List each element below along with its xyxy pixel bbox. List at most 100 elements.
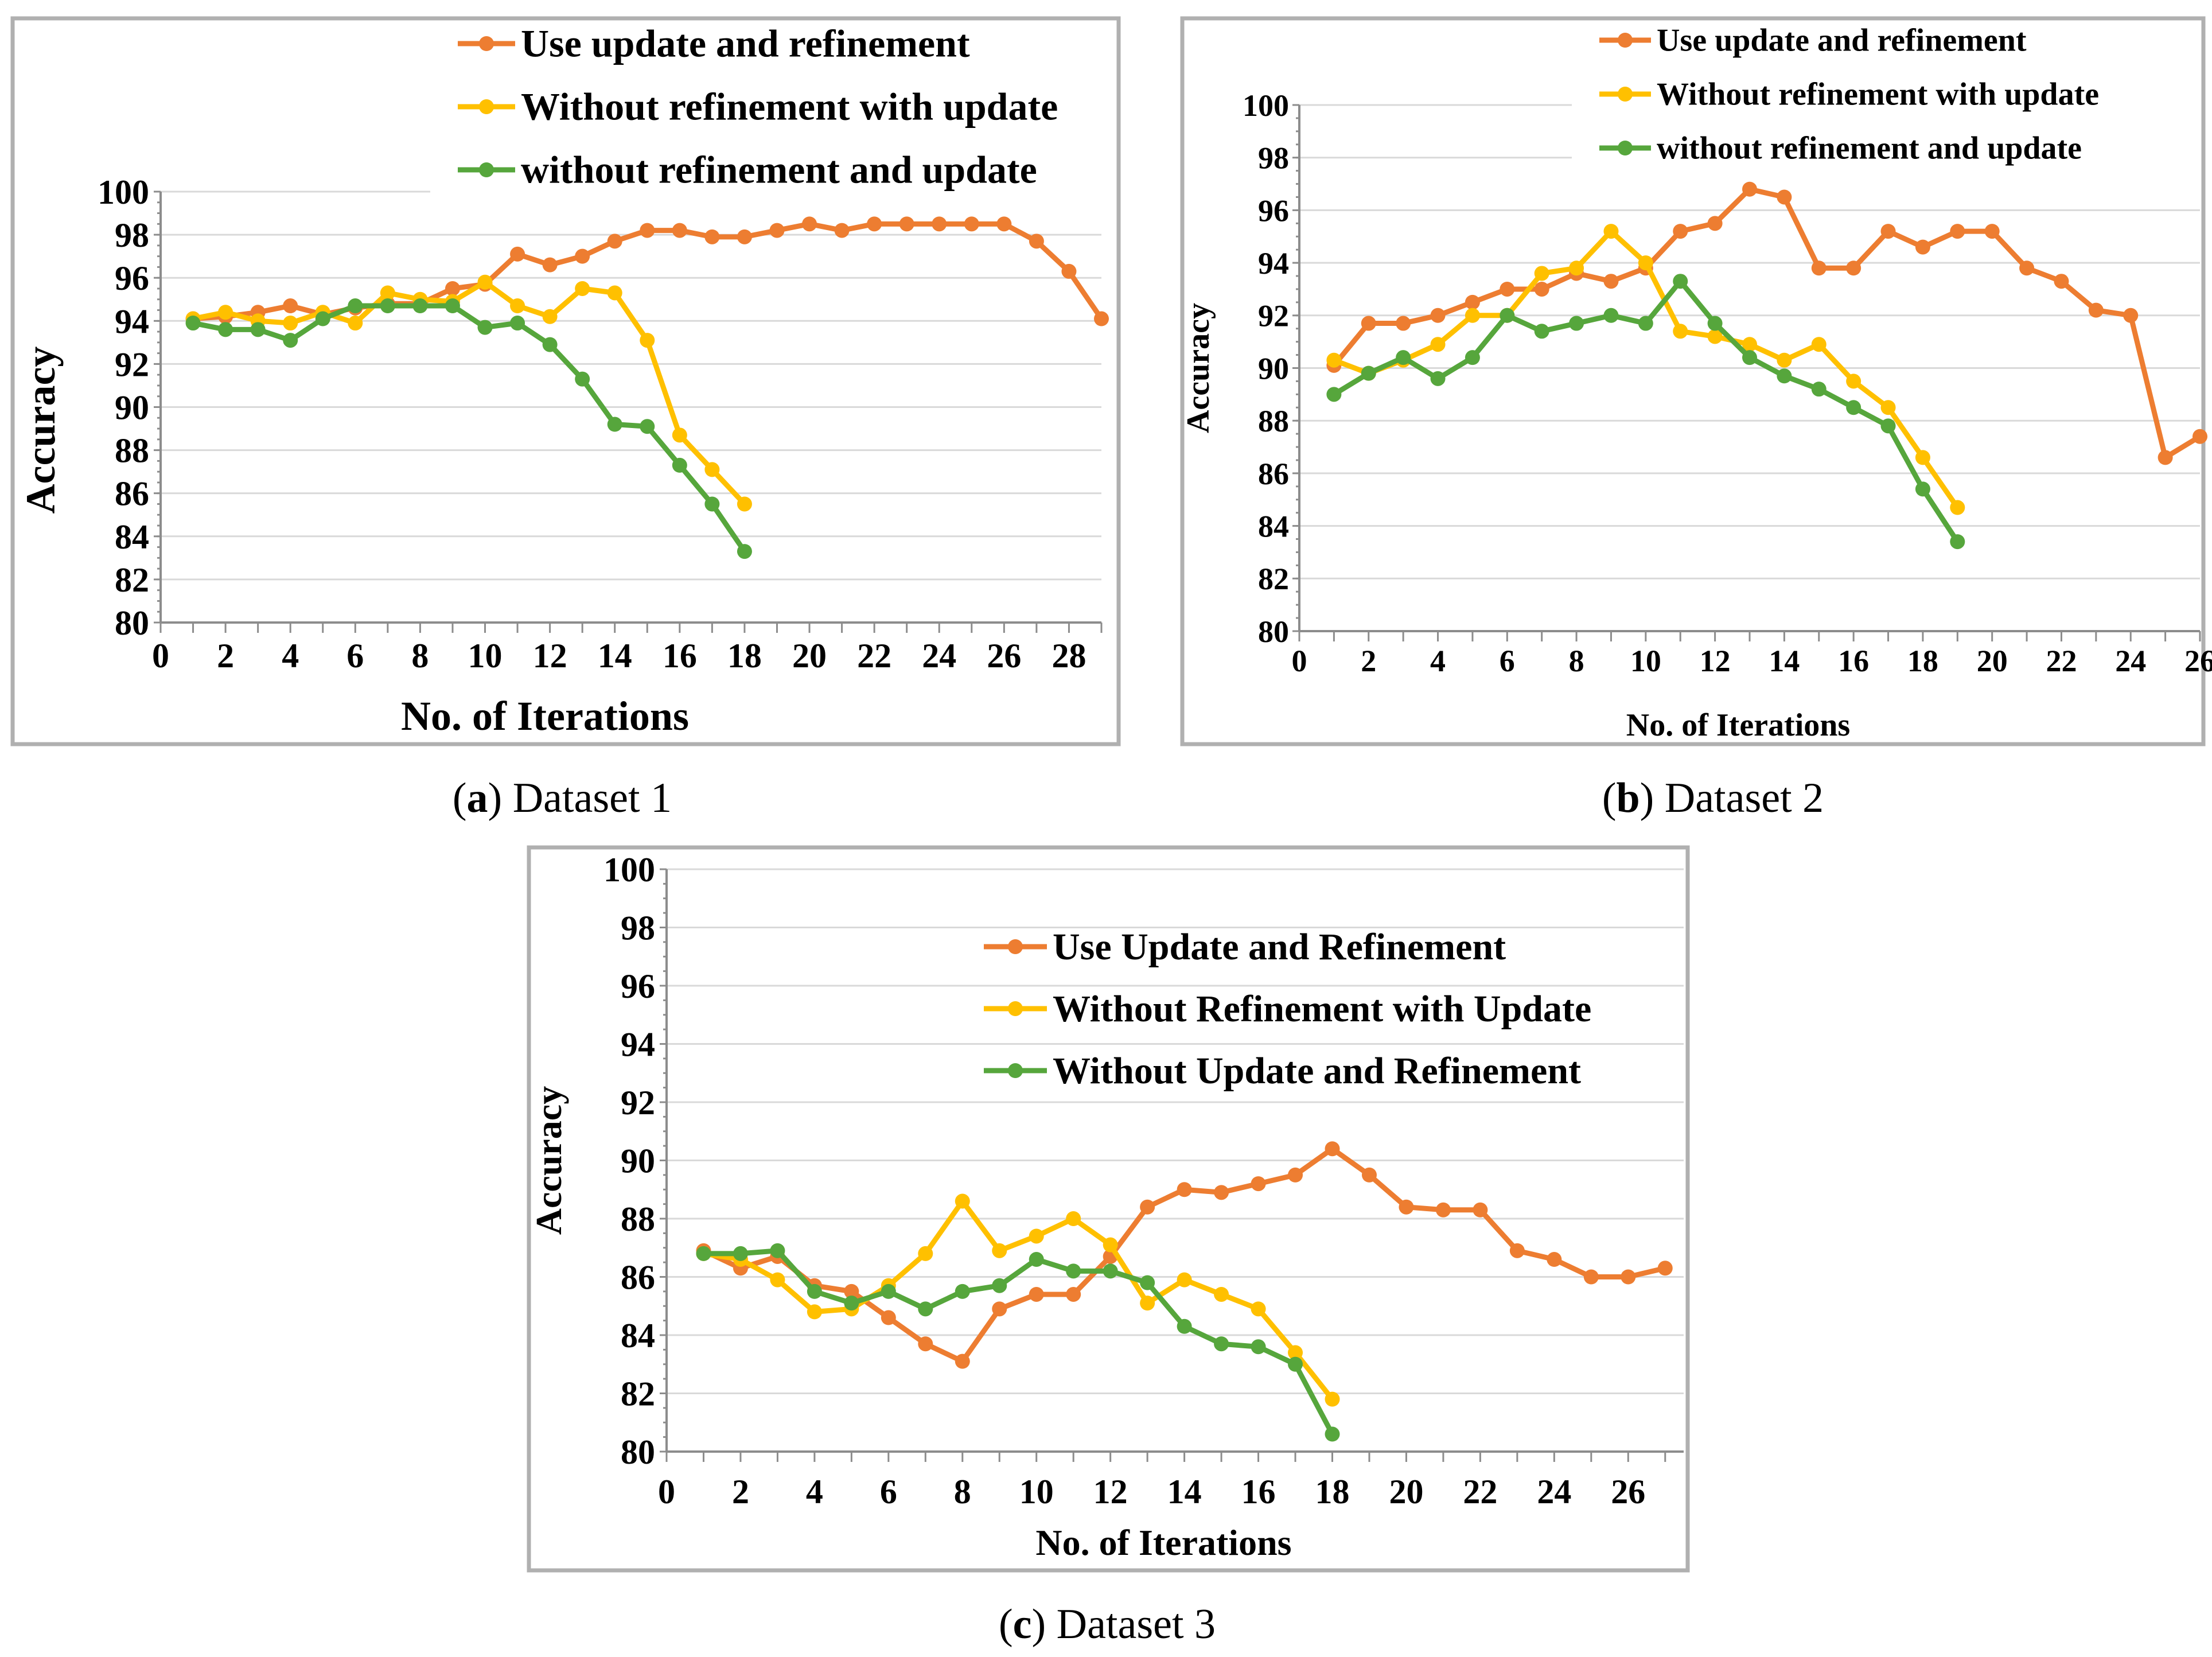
legend-marker bbox=[1618, 87, 1633, 102]
data-point bbox=[2054, 274, 2069, 289]
data-point bbox=[607, 234, 622, 249]
data-point bbox=[218, 305, 233, 320]
x-tick-label: 10 bbox=[468, 637, 503, 675]
data-point bbox=[1500, 308, 1515, 323]
data-point bbox=[918, 1301, 933, 1317]
data-point bbox=[955, 1353, 970, 1369]
y-tick-label: 80 bbox=[1258, 614, 1289, 649]
data-point bbox=[1465, 350, 1480, 365]
x-tick-label: 18 bbox=[727, 637, 762, 675]
x-tick-label: 8 bbox=[1569, 644, 1584, 678]
data-point bbox=[1177, 1272, 1192, 1288]
data-point bbox=[1742, 181, 1757, 197]
data-point bbox=[1534, 324, 1549, 339]
data-point bbox=[1361, 316, 1376, 331]
data-point bbox=[1029, 1252, 1044, 1267]
data-point bbox=[733, 1246, 748, 1261]
data-point bbox=[1473, 1202, 1488, 1218]
data-point bbox=[1140, 1296, 1155, 1311]
x-tick-label: 24 bbox=[922, 637, 956, 675]
data-point bbox=[1326, 352, 1342, 368]
data-point bbox=[1066, 1263, 1081, 1279]
data-point bbox=[1214, 1185, 1229, 1200]
y-tick-label: 86 bbox=[1258, 457, 1289, 491]
data-point bbox=[1777, 368, 1792, 384]
data-point bbox=[1534, 281, 1549, 297]
data-point bbox=[1811, 260, 1827, 276]
x-tick-label: 8 bbox=[411, 637, 429, 675]
x-tick-label: 0 bbox=[658, 1473, 675, 1511]
data-point bbox=[770, 1243, 785, 1258]
x-tick-label: 22 bbox=[1463, 1473, 1497, 1511]
data-point bbox=[445, 298, 460, 314]
y-tick-label: 84 bbox=[621, 1317, 655, 1355]
x-tick-label: 26 bbox=[987, 637, 1021, 675]
y-tick-label: 86 bbox=[115, 475, 149, 513]
data-point bbox=[2192, 429, 2207, 444]
y-tick-label: 88 bbox=[621, 1200, 655, 1238]
y-tick-label: 84 bbox=[1258, 509, 1289, 544]
data-point bbox=[1707, 329, 1723, 344]
data-point bbox=[867, 216, 882, 232]
x-tick-label: 0 bbox=[152, 637, 169, 675]
data-point bbox=[1742, 350, 1757, 365]
data-point bbox=[575, 371, 590, 387]
x-tick-label: 4 bbox=[806, 1473, 823, 1511]
data-point bbox=[1547, 1252, 1562, 1267]
legend-marker bbox=[1618, 141, 1633, 155]
data-point bbox=[607, 417, 622, 432]
data-point bbox=[834, 223, 850, 238]
data-point bbox=[807, 1283, 822, 1299]
legend-label: without refinement and update bbox=[521, 147, 1037, 191]
x-tick-label: 10 bbox=[1630, 644, 1661, 678]
x-tick-label: 4 bbox=[1430, 644, 1446, 678]
data-point bbox=[844, 1283, 859, 1299]
y-tick-label: 84 bbox=[115, 518, 149, 556]
data-point bbox=[1177, 1318, 1192, 1334]
data-point bbox=[1430, 337, 1446, 352]
data-point bbox=[1950, 224, 1965, 239]
data-point bbox=[672, 457, 687, 473]
x-axis-title: No. of Iterations bbox=[401, 693, 689, 739]
data-point bbox=[1094, 311, 1109, 326]
x-tick-label: 0 bbox=[1292, 644, 1307, 678]
y-axis-title: Accuracy bbox=[18, 347, 64, 514]
data-point bbox=[955, 1193, 970, 1209]
x-tick-label: 6 bbox=[880, 1473, 897, 1511]
data-point bbox=[1603, 274, 1619, 289]
x-tick-label: 2 bbox=[732, 1473, 749, 1511]
x-tick-label: 18 bbox=[1907, 644, 1938, 678]
data-point bbox=[218, 322, 233, 337]
data-point bbox=[315, 311, 330, 326]
data-point bbox=[1251, 1339, 1266, 1355]
chart-frame bbox=[527, 845, 1690, 1573]
x-tick-label: 2 bbox=[217, 637, 234, 675]
data-point bbox=[844, 1296, 859, 1311]
data-point bbox=[477, 320, 493, 335]
data-point bbox=[737, 496, 752, 512]
data-point bbox=[992, 1243, 1007, 1258]
data-point bbox=[955, 1283, 970, 1299]
data-point bbox=[607, 285, 622, 301]
data-point bbox=[918, 1246, 933, 1261]
y-tick-label: 94 bbox=[1258, 246, 1289, 281]
data-point bbox=[542, 309, 558, 324]
data-point bbox=[1621, 1269, 1636, 1285]
data-point bbox=[1534, 266, 1549, 281]
data-point bbox=[283, 298, 298, 314]
data-point bbox=[2123, 308, 2139, 323]
x-tick-label: 2 bbox=[1361, 644, 1376, 678]
y-tick-label: 92 bbox=[621, 1084, 655, 1122]
x-tick-label: 16 bbox=[1838, 644, 1869, 678]
x-tick-label: 26 bbox=[1611, 1473, 1645, 1511]
data-point bbox=[1251, 1301, 1266, 1317]
data-point bbox=[802, 216, 817, 232]
data-point bbox=[510, 298, 525, 314]
data-point bbox=[510, 246, 525, 262]
data-point bbox=[640, 333, 655, 348]
data-point bbox=[1707, 216, 1723, 231]
data-point bbox=[640, 419, 655, 434]
data-point bbox=[992, 1278, 1007, 1293]
data-point bbox=[1029, 234, 1044, 249]
